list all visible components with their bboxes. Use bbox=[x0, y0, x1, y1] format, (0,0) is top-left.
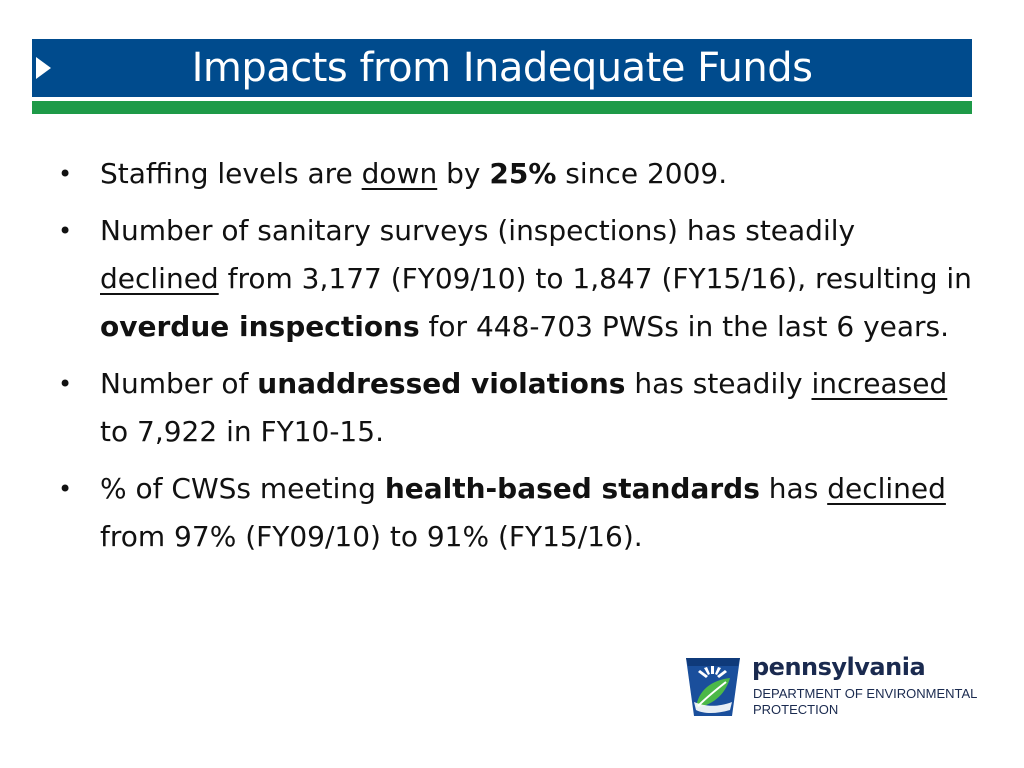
logo-department: DEPARTMENT OF ENVIRONMENTAL PROTECTION bbox=[753, 686, 977, 718]
emphasis-bold: 25% bbox=[489, 157, 557, 190]
bullet-text: for 448-703 PWSs in the last 6 years. bbox=[419, 310, 950, 343]
bullet-item: • Number of sanitary surveys (inspection… bbox=[52, 207, 982, 351]
dep-logo: pennsylvania DEPARTMENT OF ENVIRONMENTAL… bbox=[682, 652, 982, 722]
logo-line-2: PROTECTION bbox=[753, 702, 839, 717]
bullet-item: • Staffing levels are down by 25% since … bbox=[52, 150, 982, 198]
keystone-leaf-icon bbox=[686, 658, 740, 716]
bullet-dot-icon: • bbox=[58, 160, 73, 188]
bullet-text: to 7,922 in FY10-15. bbox=[100, 415, 384, 448]
bullet-text: Number of sanitary surveys (inspections)… bbox=[100, 214, 856, 247]
slide-title: Impacts from Inadequate Funds bbox=[191, 45, 813, 91]
bullet-text: by bbox=[437, 157, 490, 190]
bullet-text: Staffing levels are bbox=[100, 157, 362, 190]
emphasis-underline: declined bbox=[827, 472, 946, 505]
bullet-text: has bbox=[759, 472, 828, 505]
emphasis-underline: down bbox=[361, 157, 438, 190]
emphasis-underline: declined bbox=[100, 262, 219, 295]
logo-wordmark: pennsylvania bbox=[752, 653, 926, 681]
emphasis-bold: health-based standards bbox=[384, 472, 760, 505]
bullet-dot-icon: • bbox=[58, 217, 73, 245]
bullet-item: • % of CWSs meeting health-based standar… bbox=[52, 465, 982, 561]
bullet-item: • Number of unaddressed violations has s… bbox=[52, 360, 982, 456]
title-arrow-icon bbox=[36, 57, 51, 79]
bullet-text: from 3,177 (FY09/10) to 1,847 (FY15/16),… bbox=[218, 262, 972, 295]
bullet-text: Number of bbox=[100, 367, 258, 400]
accent-bar bbox=[32, 101, 972, 114]
bullet-text: has steadily bbox=[625, 367, 812, 400]
bullet-text: since 2009. bbox=[556, 157, 728, 190]
bullet-list: • Staffing levels are down by 25% since … bbox=[52, 150, 982, 570]
emphasis-bold: overdue inspections bbox=[100, 310, 420, 343]
title-bar: Impacts from Inadequate Funds bbox=[32, 39, 972, 97]
bullet-text: from 97% (FY09/10) to 91% (FY15/16). bbox=[100, 520, 643, 553]
bullet-text: % of CWSs meeting bbox=[100, 472, 385, 505]
bullet-dot-icon: • bbox=[58, 370, 73, 398]
logo-line-1: DEPARTMENT OF ENVIRONMENTAL bbox=[753, 686, 978, 701]
bullet-dot-icon: • bbox=[58, 475, 73, 503]
emphasis-underline: increased bbox=[811, 367, 948, 400]
emphasis-bold: unaddressed violations bbox=[257, 367, 626, 400]
